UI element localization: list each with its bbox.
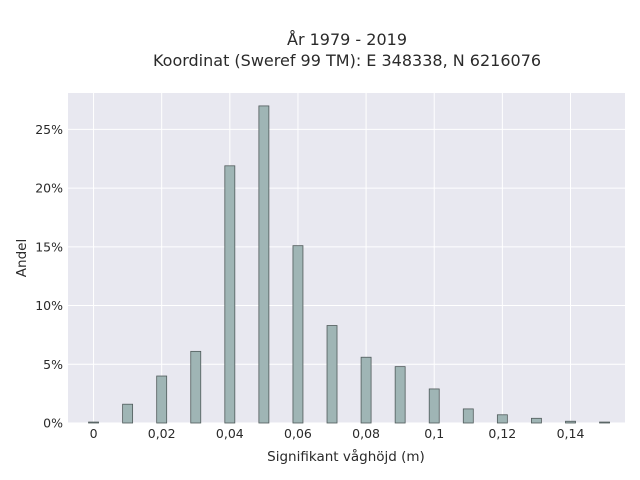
y-tick-label: 5%: [43, 357, 63, 372]
bar-1: [122, 403, 134, 424]
x-tick-label: 0,06: [284, 426, 312, 441]
bar-10: [428, 388, 440, 424]
y-tick-label: 10%: [35, 298, 63, 313]
bar-9: [394, 366, 406, 424]
bar-4: [224, 165, 236, 424]
bar-14: [565, 420, 576, 424]
x-axis-label: Signifikant våghöjd (m): [267, 448, 425, 465]
bar-15: [599, 421, 610, 424]
bar-2: [156, 375, 168, 424]
x-tick-label: 0,04: [216, 426, 244, 441]
y-axis-label: Andel: [14, 239, 30, 277]
y-axis-ticks: 0% 5% 10% 15% 20% 25%: [35, 122, 63, 431]
bar-12: [496, 414, 508, 424]
x-tick-label: 0,08: [352, 426, 380, 441]
x-axis-ticks: 0 0,02 0,04 0,06 0,08 0,1 0,12 0,14: [90, 426, 585, 441]
y-tick-label: 0%: [43, 416, 63, 431]
bar-0: [88, 421, 99, 424]
bar-8: [360, 356, 372, 424]
chart-subtitle: Koordinat (Sweref 99 TM): E 348338, N 62…: [153, 51, 541, 70]
chart-title: År 1979 - 2019: [287, 30, 407, 49]
bar-13: [531, 417, 542, 424]
bar-6: [292, 245, 304, 424]
bars: [88, 105, 610, 424]
y-tick-label: 15%: [35, 239, 63, 254]
x-tick-label: 0: [90, 426, 98, 441]
x-tick-label: 0,14: [557, 426, 585, 441]
bar-7: [326, 325, 338, 424]
x-tick-label: 0,02: [148, 426, 176, 441]
bar-11: [462, 408, 474, 424]
bar-5: [258, 105, 270, 424]
gridlines: [68, 93, 625, 424]
plot-area: [68, 93, 625, 423]
x-tick-label: 0,1: [424, 426, 444, 441]
y-tick-label: 25%: [35, 122, 63, 137]
bar-3: [190, 350, 202, 424]
x-tick-label: 0,12: [488, 426, 516, 441]
y-tick-label: 20%: [35, 181, 63, 196]
